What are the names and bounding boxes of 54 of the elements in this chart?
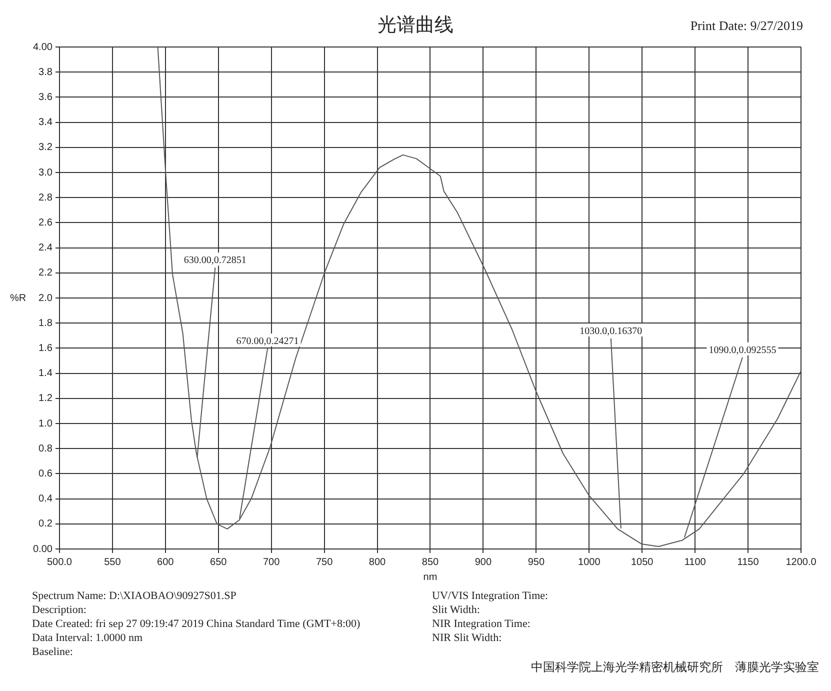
y-axis-title: %R [10,292,26,304]
x-tick-label: 650 [210,556,228,568]
y-tick-label: 1.8 [38,318,53,329]
x-tick-label: 500.0 [46,556,72,568]
y-tick-label: 2.4 [38,242,53,254]
x-tick-label: 950 [528,556,545,568]
x-axis-title: nm [423,572,438,583]
y-tick-label: 3.8 [38,66,53,78]
y-tick-label: 2.6 [38,217,53,228]
y-tick-label: 2.0 [38,292,53,304]
text: Description: [32,603,88,617]
x-tick-label: 550 [104,556,122,568]
y-tick-label: 1.6 [38,342,53,354]
y-tick-label: 0.8 [38,443,53,454]
y-tick-label: 2.8 [38,192,53,204]
text: NIR Slit Width: [432,631,503,645]
y-tick-label: 4.00 [32,42,53,53]
text: Print Date: 9/27/2019 [690,18,803,34]
y-tick-label: 2.2 [38,268,53,279]
text: Slit Width: [432,603,481,617]
x-tick-label: 850 [422,556,440,568]
y-tick-label: 3.2 [38,142,53,154]
x-tick-label: 600 [157,556,174,568]
text: Spectrum Name: D:\XIAOBAO\90927S01.SP [32,589,238,603]
y-tick-label: 0.00 [32,544,53,555]
x-tick-label: 900 [474,556,492,568]
annotation: 670.00,0.24271 [236,336,299,348]
text: 中国科学院上海光学精密机械研究所 薄膜光学实验室 [530,659,820,676]
y-tick-label: 1.0 [38,418,53,430]
y-tick-label: 3.6 [38,92,53,103]
y-tick-label: 3.4 [38,117,53,128]
x-tick-label: 750 [316,556,334,568]
text: Date Created: fri sep 27 09:19:47 2019 China Standard Time (GMT+8:00) [32,617,362,631]
y-tick-label: 0.6 [38,468,53,480]
x-tick-label: 1050 [630,556,654,568]
text: Baseline: [32,645,74,659]
y-tick-label: 3.0 [38,167,53,178]
text: Data Interval: 1.0000 nm [32,631,144,645]
y-tick-label: 1.4 [38,368,53,380]
x-tick-label: 1000 [578,556,601,568]
chart-title: 光谱曲线 [378,14,454,36]
text: NIR Integration Time: [432,617,532,631]
x-tick-label: 1100 [684,556,706,568]
annotation: 630.00,0.72851 [184,255,246,266]
y-tick-label: 1.2 [38,393,53,404]
y-tick-label: 0.4 [38,494,53,505]
annotation: 1030.0,0.16370 [580,326,642,338]
x-tick-label: 800 [368,556,386,568]
text: UV/VIS Integration Time: [432,589,548,603]
y-tick-label: 0.2 [38,518,53,530]
x-tick-label: 1150 [737,556,760,568]
annotation: 1090.0,0.092555 [708,345,776,356]
x-tick-label: 1200.0 [786,556,817,568]
x-tick-label: 700 [262,556,280,568]
